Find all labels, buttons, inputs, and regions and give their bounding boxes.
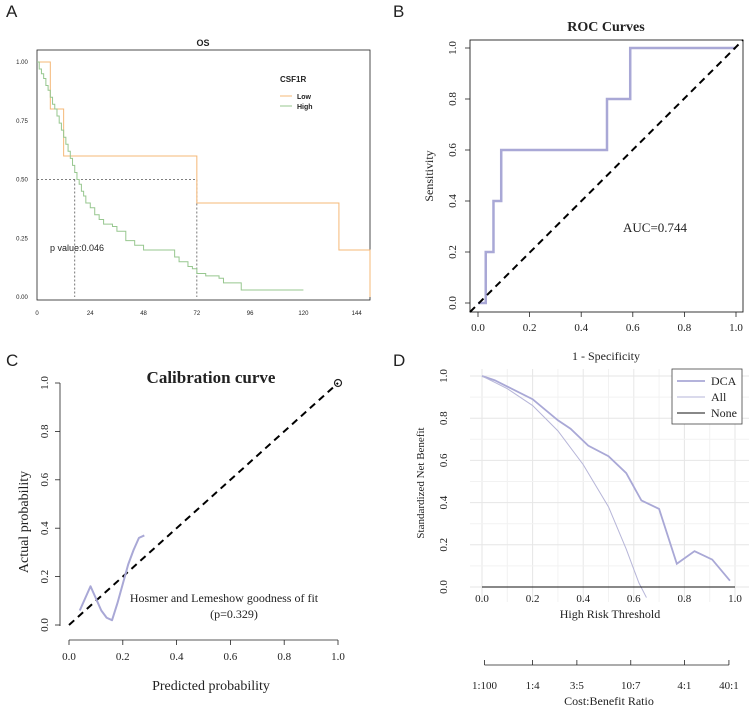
roc-xlabel: 1 - Specificity <box>572 349 640 363</box>
roc-xtick-label: 0.8 <box>678 322 692 334</box>
calibration-xtick-label: 0.2 <box>116 651 130 663</box>
km-xtick-label: 96 <box>247 311 254 317</box>
km-ytick-label: 0.25 <box>16 236 28 242</box>
calibration-title: Calibration curve <box>147 368 276 387</box>
calibration-hl-test: Hosmer and Lemeshow goodness of fit <box>130 591 319 605</box>
calibration-ylabel: Actual probability <box>17 471 32 573</box>
roc-marks: 0.0 0.2 0.4 0.6 0.8 1.0 0.0 0.2 0.4 0.6 0.8 1.0 <box>447 39 744 334</box>
dca-xtick-label: 1.0 <box>728 593 742 605</box>
calibration-xlabel: Predicted probability <box>152 679 270 694</box>
dca-ratio-label: 3:5 <box>570 680 585 692</box>
km-marks: 0.00 0.25 0.50 0.75 1.00 0 24 48 72 96 120 144 <box>16 60 371 317</box>
roc-xtick-label: 0.2 <box>523 322 537 334</box>
km-legend-title: CSF1R <box>280 75 306 84</box>
dca-ratio-label: 10:7 <box>621 680 641 692</box>
roc-plot-frame <box>469 39 744 313</box>
calibration-ytick-label: 0.6 <box>39 472 51 486</box>
panel-a-km-plot: OS CSF1R Low High p value:0.046 0.00 0.25… <box>16 38 371 317</box>
dca-ytick-label: 0.2 <box>438 538 450 552</box>
km-legend-low-label: Low <box>297 94 312 101</box>
roc-ytick-label: 0.4 <box>447 194 459 208</box>
roc-xtick-label: 0.0 <box>471 322 485 334</box>
dca-series-dca <box>481 375 731 582</box>
dca-series-group <box>481 375 735 598</box>
km-p-value: p value:0.046 <box>50 243 104 253</box>
dca-xtick-label: 0.4 <box>576 593 590 605</box>
dca-ytick-label: 0.0 <box>438 580 450 594</box>
roc-ytick-label: 1.0 <box>447 41 459 55</box>
dca-xtick-label: 0.8 <box>678 593 692 605</box>
dca-legend-dca-label: DCA <box>711 374 737 388</box>
dca-series-all <box>481 375 647 598</box>
panel-b-roc-plot: ROC Curves 1 - Specificity Sensitivity A… <box>422 20 744 363</box>
roc-xtick-label: 0.4 <box>574 322 588 334</box>
calibration-curve <box>78 534 145 622</box>
calibration-ytick-label: 0.0 <box>39 618 51 632</box>
km-ytick-label: 1.00 <box>16 60 28 66</box>
calibration-xtick-label: 0.0 <box>62 651 76 663</box>
calibration-ytick-label: 0.4 <box>39 521 51 535</box>
dca-ratio-label: 1:4 <box>526 680 541 692</box>
km-series-low <box>37 61 371 297</box>
calibration-ytick-label: 0.2 <box>39 570 51 584</box>
roc-reference-line <box>469 39 744 313</box>
km-series-high <box>37 61 304 291</box>
dca-ratio-label: 1:100 <box>472 680 498 692</box>
dca-ytick-label: 0.6 <box>438 453 450 467</box>
dca-xtick-label: 0.6 <box>627 593 641 605</box>
roc-ytick-label: 0.2 <box>447 245 459 259</box>
km-ytick-label: 0.75 <box>16 119 28 125</box>
roc-ytick-label: 0.0 <box>447 296 459 310</box>
km-ytick-label: 0.00 <box>16 295 28 301</box>
calibration-reference-line <box>68 382 339 626</box>
km-plot-frame <box>36 49 371 301</box>
panel-d-dca-plot: High Risk Threshold Cost:Benefit Ratio S… <box>415 368 749 708</box>
km-xtick-label: 48 <box>140 311 147 317</box>
calibration-xtick-label: 0.8 <box>277 651 291 663</box>
dca-ytick-label: 0.8 <box>438 411 450 425</box>
roc-curve <box>478 46 736 305</box>
dca-legend-all-label: All <box>711 390 727 404</box>
km-ytick-label: 0.50 <box>16 178 28 184</box>
km-legend-high-label: High <box>297 104 313 111</box>
calibration-ytick-label: 0.8 <box>39 424 51 438</box>
km-xtick-label: 120 <box>298 311 309 317</box>
dca-ratio-label: 4:1 <box>677 680 691 692</box>
dca-ratio-label: 40:1 <box>719 680 739 692</box>
roc-title: ROC Curves <box>567 20 645 35</box>
panel-label-d: D <box>393 351 405 370</box>
km-title: OS <box>196 38 209 48</box>
km-xtick-label: 72 <box>193 311 200 317</box>
panel-label-a: A <box>6 2 18 21</box>
panel-c-calibration-plot: Calibration curve Predicted probability … <box>17 368 345 694</box>
panel-label-b: B <box>393 2 404 21</box>
roc-ylabel: Sensitivity <box>422 150 436 201</box>
dca-ylabel: Standardized Net Benefit <box>415 427 427 538</box>
roc-xtick-label: 0.6 <box>626 322 640 334</box>
km-xtick-label: 144 <box>352 311 363 317</box>
dca-xlabel2: Cost:Benefit Ratio <box>564 694 654 708</box>
dca-ytick-label: 1.0 <box>438 369 450 383</box>
calibration-hl-pvalue: (p=0.329) <box>210 607 258 621</box>
roc-auc: AUC=0.744 <box>623 220 688 235</box>
km-xtick-label: 24 <box>87 311 94 317</box>
roc-xtick-label: 1.0 <box>729 322 743 334</box>
calibration-xtick-label: 1.0 <box>331 651 345 663</box>
roc-ytick-label: 0.6 <box>447 143 459 157</box>
dca-legend-none-label: None <box>711 406 737 420</box>
dca-xtick-label: 0.2 <box>526 593 540 605</box>
panel-label-c: C <box>6 351 18 370</box>
km-xtick-label: 0 <box>35 311 39 317</box>
dca-xtick-label: 0.0 <box>475 593 489 605</box>
roc-ytick-label: 0.8 <box>447 92 459 106</box>
dca-xlabel: High Risk Threshold <box>560 607 660 621</box>
calibration-ytick-label: 1.0 <box>39 376 51 390</box>
calibration-marks: 0.0 0.2 0.4 0.6 0.8 1.0 0.0 0.2 0.4 0.6 0.8 1.0 <box>39 376 345 663</box>
calibration-xtick-label: 0.6 <box>224 651 238 663</box>
calibration-xtick-label: 0.4 <box>170 651 184 663</box>
calibration-marker <box>333 378 343 388</box>
dca-ytick-label: 0.4 <box>438 495 450 509</box>
